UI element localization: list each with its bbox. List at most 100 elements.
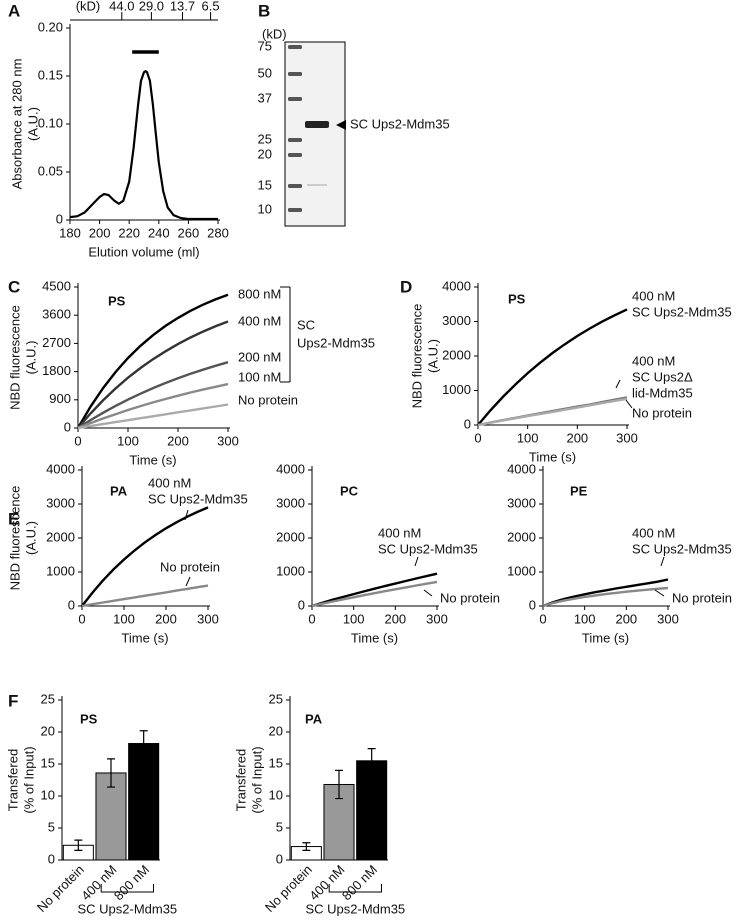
- bar: [356, 760, 388, 861]
- x-tick-label: 280: [207, 225, 229, 240]
- leader-line: [654, 589, 665, 597]
- protein-band: [305, 121, 329, 128]
- x-tick-label: 300: [426, 611, 448, 626]
- y-tick-label: 0.15: [38, 67, 63, 82]
- error-bar: [107, 758, 115, 788]
- series-label: SC Ups2-Mdm35: [632, 304, 732, 319]
- leader-line: [423, 589, 433, 597]
- x-tick-label: 100: [574, 611, 596, 626]
- error-bar: [335, 769, 343, 800]
- series-label: SC Ups2-Mdm35: [378, 541, 478, 556]
- y-tick-label: 20: [41, 723, 55, 738]
- y-axis-label: (A.U.): [25, 107, 40, 141]
- data-line: [477, 397, 628, 427]
- y-tick-label: 2000: [276, 529, 305, 544]
- error-bar: [74, 839, 83, 851]
- y-axis-label: Transfered: [5, 749, 20, 811]
- y-tick-label: 3000: [442, 313, 471, 328]
- y-axis-label: NBD fluorescence: [409, 304, 424, 409]
- y-tick-label: 1000: [507, 563, 536, 578]
- x-axis-label: Time (s): [121, 630, 168, 645]
- x-axis-label: Time (s): [351, 630, 398, 645]
- chart-title: PS: [508, 291, 526, 306]
- panel-letter: C: [8, 277, 20, 296]
- series-label: No protein: [238, 392, 298, 407]
- marker-band: [288, 45, 302, 49]
- panel-letter: A: [8, 1, 20, 20]
- y-tick-label: 0: [48, 851, 55, 866]
- marker-label: 37: [258, 90, 272, 105]
- y-tick-label: 0: [64, 419, 71, 434]
- x-tick-label: 400 nM: [306, 862, 347, 903]
- y-axis-label: Transfered: [233, 749, 248, 811]
- x-tick-label: 200: [89, 225, 111, 240]
- size-label: 13.7: [170, 0, 195, 13]
- bar: [128, 743, 160, 861]
- data-line: [542, 578, 669, 608]
- marker-band: [288, 97, 302, 101]
- size-label: 29.0: [139, 0, 164, 13]
- y-tick-label: 0: [68, 597, 75, 612]
- y-axis-label: (% of Input): [249, 746, 264, 813]
- x-axis-label: Time (s): [129, 452, 176, 467]
- x-tick-label: 100: [113, 611, 135, 626]
- data-line: [311, 580, 438, 608]
- series-label: 400 nM: [632, 288, 675, 303]
- x-tick-label: 200: [615, 611, 637, 626]
- y-axis-label: (% of Input): [21, 746, 36, 813]
- series-label: 400 nM: [148, 475, 191, 490]
- leader-line: [184, 509, 189, 521]
- x-tick-label: 200: [566, 430, 588, 445]
- y-tick-label: 20: [269, 723, 283, 738]
- x-tick-label: 800 nM: [339, 862, 380, 903]
- series-label: 800 nM: [238, 286, 281, 301]
- y-tick-label: 2000: [507, 529, 536, 544]
- series-label: 400 nM: [632, 353, 675, 368]
- y-tick-label: 25: [269, 691, 283, 706]
- marker-band: [288, 184, 302, 188]
- y-tick-label: 1000: [442, 382, 471, 397]
- y-axis-label: (A.U.): [23, 341, 38, 375]
- x-tick-label: 300: [657, 611, 679, 626]
- y-tick-label: 2000: [442, 347, 471, 362]
- x-tick-label: 100: [117, 433, 139, 448]
- y-tick-label: 0: [529, 597, 536, 612]
- x-tick-label: 220: [118, 225, 140, 240]
- arrowhead: [336, 120, 346, 130]
- x-tick-label: 0: [474, 430, 481, 445]
- y-tick-label: 15: [269, 755, 283, 770]
- y-tick-label: 25: [41, 691, 55, 706]
- y-tick-label: 0: [276, 851, 283, 866]
- y-tick-label: 0.20: [38, 19, 63, 34]
- marker-label: 15: [258, 177, 272, 192]
- marker-band: [288, 138, 302, 142]
- series-label: No protein: [672, 590, 732, 605]
- y-tick-label: 2700: [42, 335, 71, 350]
- data-line: [77, 361, 229, 430]
- chart-title: PE: [570, 483, 588, 498]
- y-tick-label: 4000: [442, 278, 471, 293]
- x-tick-label: 260: [178, 225, 200, 240]
- x-tick-label: 180: [59, 225, 81, 240]
- x-tick-label: 800 nM: [111, 862, 152, 903]
- y-tick-label: 3000: [507, 495, 536, 510]
- x-tick-label: 0: [74, 433, 81, 448]
- x-tick-label: 0: [308, 611, 315, 626]
- data-line: [77, 382, 229, 430]
- panel-letter: E: [8, 509, 19, 528]
- error-bar: [367, 748, 376, 774]
- leader-line: [615, 379, 621, 389]
- series-label: 100 nM: [238, 369, 281, 384]
- y-tick-label: 0: [56, 211, 63, 226]
- x-tick-label: 200: [155, 611, 177, 626]
- x-tick-label: 300: [217, 433, 239, 448]
- leader-line: [660, 556, 665, 567]
- error-bar: [139, 730, 148, 757]
- y-tick-label: 5: [276, 819, 283, 834]
- data-line: [69, 69, 218, 221]
- y-axis-label: (A.U.): [23, 521, 38, 555]
- x-axis-label: Time (s): [529, 449, 576, 464]
- y-tick-label: 5: [48, 819, 55, 834]
- panel-letter: F: [8, 691, 18, 710]
